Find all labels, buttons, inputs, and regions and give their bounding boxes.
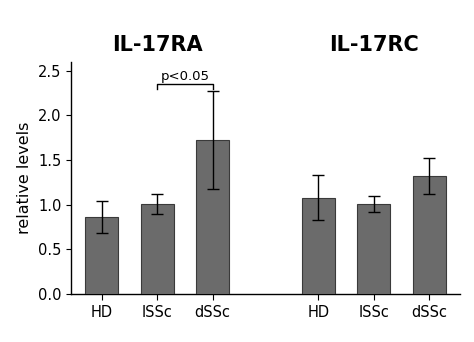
Text: IL-17RC: IL-17RC (329, 35, 419, 55)
Bar (196, 140, 229, 294)
Bar (301, 198, 335, 294)
Bar (412, 176, 446, 294)
Text: IL-17RA: IL-17RA (112, 35, 202, 55)
Text: p<0.05: p<0.05 (160, 70, 210, 83)
Bar (357, 204, 391, 294)
Bar (85, 217, 118, 294)
Bar (140, 204, 174, 294)
Y-axis label: relative levels: relative levels (18, 122, 32, 234)
